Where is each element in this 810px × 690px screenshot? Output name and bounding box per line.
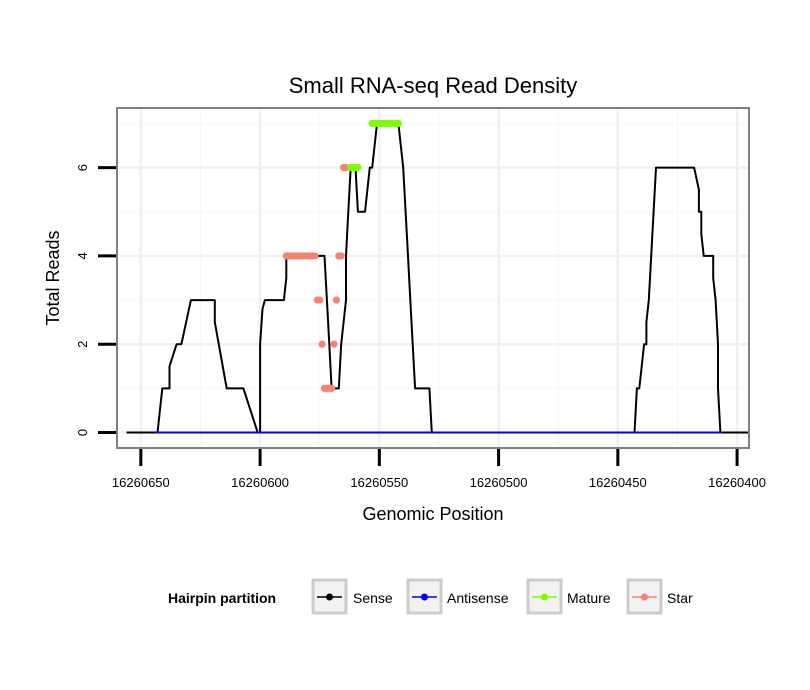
- x-tick-label: 16260500: [470, 475, 528, 490]
- x-tick-label: 16260400: [708, 475, 766, 490]
- chart-title: Small RNA-seq Read Density: [289, 73, 578, 98]
- star-point: [337, 252, 345, 260]
- legend-item-mature: Mature: [526, 578, 611, 615]
- x-axis-title: Genomic Position: [362, 504, 503, 524]
- mature-point: [354, 164, 362, 172]
- legend-item-star: Star: [626, 578, 693, 615]
- legend-item-antisense: Antisense: [406, 578, 509, 615]
- y-tick-label: 6: [75, 164, 90, 171]
- star-point: [328, 384, 336, 392]
- plot-border: [116, 107, 750, 449]
- star-point: [316, 296, 324, 304]
- legend-item-sense: Sense: [311, 578, 393, 615]
- mature-point: [394, 119, 403, 128]
- y-tick-label: 2: [75, 341, 90, 348]
- legend-dot-antisense: [421, 593, 428, 601]
- star-point: [330, 340, 338, 348]
- y-tick-label: 4: [75, 252, 90, 259]
- series-layer: [126, 119, 749, 434]
- legend-dot-mature: [541, 593, 548, 601]
- legend: Hairpin partition Sense Antisense Mature St…: [168, 578, 693, 615]
- x-tick-label: 16260650: [112, 475, 170, 490]
- legend-dot-sense: [326, 593, 333, 601]
- legend-label-mature: Mature: [567, 590, 611, 606]
- star-point: [318, 340, 326, 348]
- star-point: [332, 296, 341, 304]
- y-axis-title: Total Reads: [43, 230, 63, 325]
- legend-title: Hairpin partition: [168, 590, 276, 606]
- x-tick-label: 16260450: [589, 475, 647, 490]
- x-tick-label: 16260550: [350, 475, 408, 490]
- star-point: [311, 252, 319, 260]
- legend-label-antisense: Antisense: [447, 590, 509, 606]
- legend-entries: Sense Antisense Mature Star: [311, 578, 693, 615]
- x-axis-ticks: 16260650 16260600 16260550 16260500 16260450…: [112, 449, 766, 490]
- x-tick-label: 16260600: [231, 475, 289, 490]
- y-axis-ticks: 0 2 4 6: [75, 164, 116, 436]
- sense-series-line: [126, 122, 749, 434]
- legend-dot-star: [641, 593, 648, 601]
- y-tick-label: 0: [75, 429, 90, 436]
- legend-label-sense: Sense: [353, 590, 393, 606]
- plot-grid: [117, 108, 749, 448]
- legend-label-star: Star: [667, 590, 693, 606]
